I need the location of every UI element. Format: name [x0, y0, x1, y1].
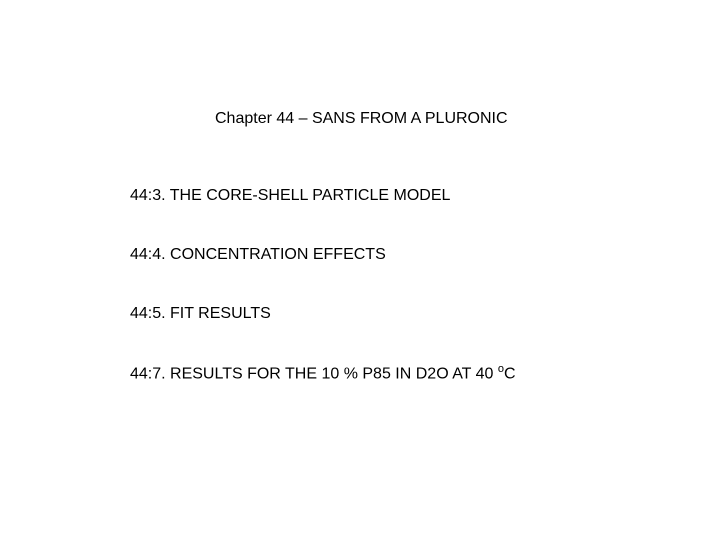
section-item-1: 44:3. THE CORE-SHELL PARTICLE MODEL: [130, 186, 630, 207]
section-item-2: 44:4. CONCENTRATION EFFECTS: [130, 245, 630, 266]
degree-superscript: o: [498, 363, 504, 375]
slide-content: Chapter 44 – SANS FROM A PLURONIC 44:3. …: [130, 110, 630, 424]
section-item-4-text: 44:7. RESULTS FOR THE 10 % P85 IN D2O AT…: [130, 366, 498, 383]
section-item-4: 44:7. RESULTS FOR THE 10 % P85 IN D2O AT…: [130, 362, 630, 385]
chapter-title: Chapter 44 – SANS FROM A PLURONIC: [215, 110, 630, 128]
section-item-3: 44:5. FIT RESULTS: [130, 304, 630, 325]
section-item-4-suffix: C: [504, 366, 516, 383]
